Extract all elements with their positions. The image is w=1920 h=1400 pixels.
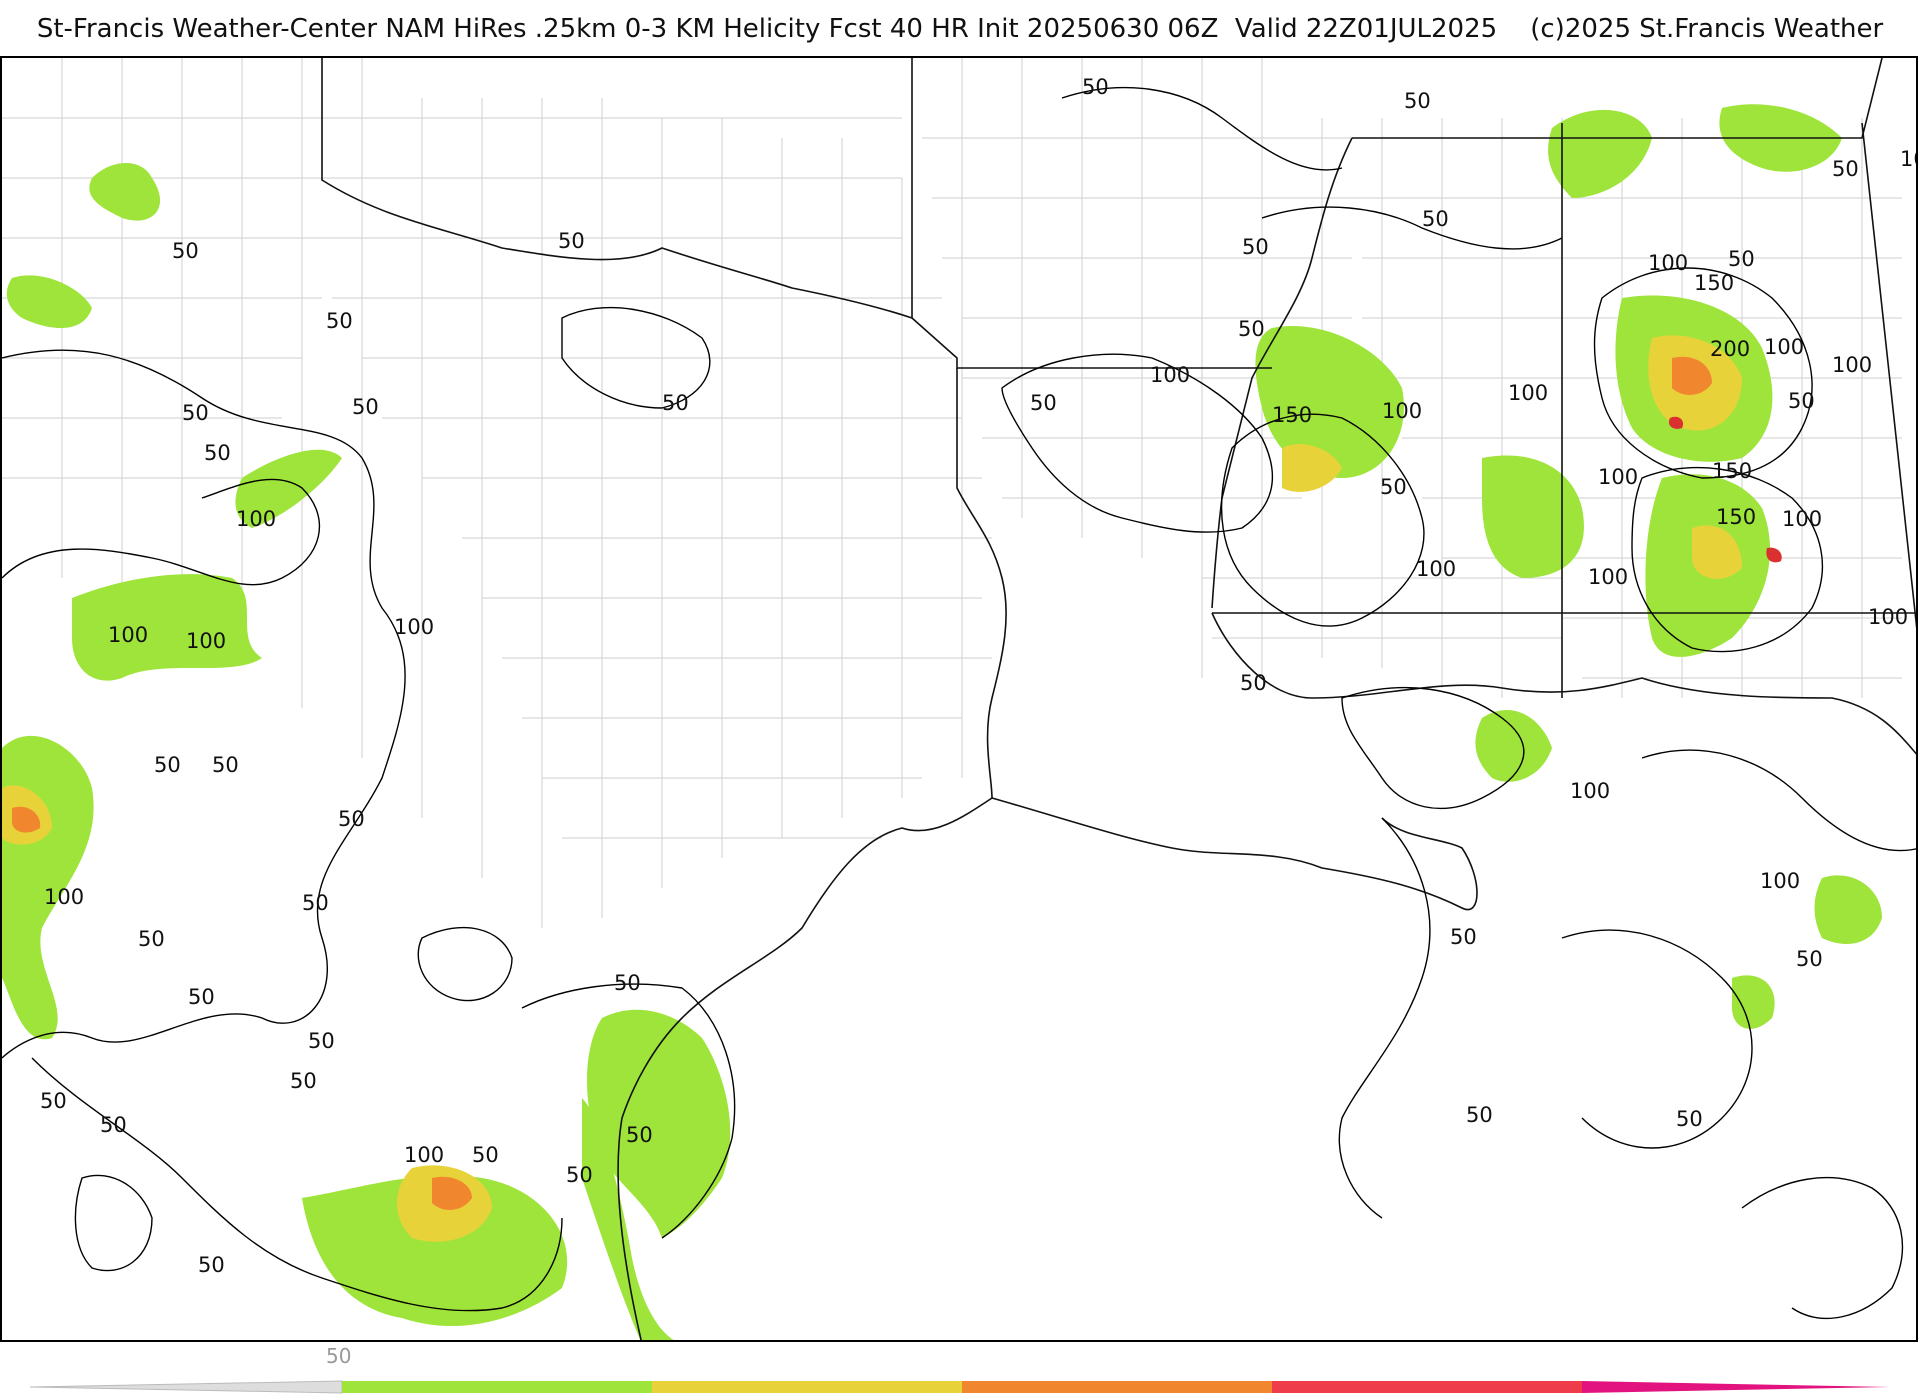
- contour-label: 100: [1648, 251, 1688, 275]
- contour-label: 50: [1422, 207, 1449, 231]
- contour-label: 150: [1694, 271, 1734, 295]
- contour-label: 50: [1082, 75, 1109, 99]
- contour-label: 100: [1416, 557, 1456, 581]
- legend-segment-orange: [962, 1381, 1272, 1393]
- contour-label: 50: [352, 395, 379, 419]
- contour-label: 50: [302, 891, 329, 915]
- contour-label: 50: [1450, 925, 1477, 949]
- contour-label: 50: [662, 391, 689, 415]
- contour-label: 50: [1240, 671, 1267, 695]
- color-legend: [30, 1380, 1890, 1394]
- contour-label: 50: [558, 229, 585, 253]
- legend-segment-magenta: [1582, 1381, 1890, 1393]
- contour-label: 100: [1588, 565, 1628, 589]
- contour-label: 50: [188, 985, 215, 1009]
- contour-label: 50: [182, 401, 209, 425]
- contour-label: 50: [1404, 89, 1431, 113]
- contour-label: 100: [1764, 335, 1804, 359]
- legend-start-label: 50: [326, 1344, 352, 1368]
- contour-label: 50: [1832, 157, 1859, 181]
- contour-label: 100: [1598, 465, 1638, 489]
- contour-label: 150: [1272, 403, 1312, 427]
- contour-label: 50: [566, 1163, 593, 1187]
- contour-label: 100: [108, 623, 148, 647]
- legend-segment-yellow: [652, 1381, 962, 1393]
- contour-label: 50: [1380, 475, 1407, 499]
- contour-label: 100: [1832, 353, 1872, 377]
- legend-segment-gray: [30, 1380, 343, 1394]
- contour-label: 100: [1150, 363, 1190, 387]
- contour-label: 50: [1788, 389, 1815, 413]
- contour-label: 50: [1466, 1103, 1493, 1127]
- contour-label: 50: [290, 1069, 317, 1093]
- contour-label: 100: [1782, 507, 1822, 531]
- contour-label: 50: [1728, 247, 1755, 271]
- contour-label: 50: [1796, 947, 1823, 971]
- contour-label: 150: [1712, 459, 1752, 483]
- map-title: St-Francis Weather-Center NAM HiRes .25k…: [36, 14, 1884, 44]
- contour-label: 50: [100, 1113, 127, 1137]
- contour-label: 100: [1900, 147, 1918, 171]
- map-canvas: 50 50 50 100 50 100 50 150 200 100 100 5…: [2, 58, 1918, 1340]
- contour-labels: 50 50 50 100 50 100 50 150 200 100 100 5…: [40, 75, 1918, 1277]
- helicity-fill: [2, 104, 1882, 1340]
- contour-label: 100: [404, 1143, 444, 1167]
- contour-label: 100: [1760, 869, 1800, 893]
- contour-label: 50: [40, 1089, 67, 1113]
- contour-label: 100: [236, 507, 276, 531]
- contour-label: 50: [172, 239, 199, 263]
- contour-label: 50: [614, 971, 641, 995]
- legend-segment-red: [1272, 1381, 1582, 1393]
- contour-label: 50: [1238, 317, 1265, 341]
- contour-label: 100: [1508, 381, 1548, 405]
- contour-label: 50: [338, 807, 365, 831]
- contour-label: 100: [394, 615, 434, 639]
- state-borders: [321, 58, 1916, 1340]
- contour-label: 200: [1710, 337, 1750, 361]
- contour-label: 50: [154, 753, 181, 777]
- contour-label: 50: [626, 1123, 653, 1147]
- contour-label: 50: [212, 753, 239, 777]
- contour-label: 100: [1382, 399, 1422, 423]
- contour-label: 50: [204, 441, 231, 465]
- contour-label: 50: [138, 927, 165, 951]
- contour-label: 50: [308, 1029, 335, 1053]
- contour-label: 50: [1676, 1107, 1703, 1131]
- contour-label: 100: [44, 885, 84, 909]
- contour-label: 50: [326, 309, 353, 333]
- contour-label: 100: [1570, 779, 1610, 803]
- contour-label: 100: [186, 629, 226, 653]
- contour-label: 50: [198, 1253, 225, 1277]
- contour-label: 100: [1868, 605, 1908, 629]
- helicity-contours: [2, 86, 1916, 1320]
- contour-label: 50: [1242, 235, 1269, 259]
- legend-segment-green: [342, 1381, 652, 1393]
- helicity-map: 50 50 50 100 50 100 50 150 200 100 100 5…: [0, 56, 1918, 1342]
- contour-label: 150: [1716, 505, 1756, 529]
- contour-label: 50: [1030, 391, 1057, 415]
- contour-label: 50: [472, 1143, 499, 1167]
